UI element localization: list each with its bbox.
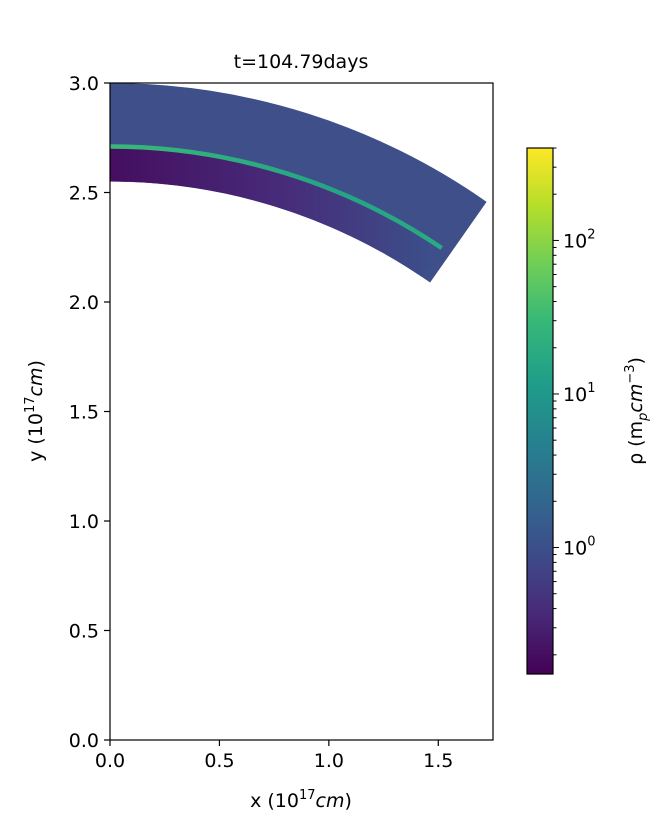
y-tick-label: 0.5 <box>69 621 99 643</box>
colorbar-label: ρ (mpcm−3) <box>623 357 651 465</box>
y-tick-label: 2.0 <box>69 292 99 314</box>
colorbar: 100 101 102 ρ (mpcm−3) <box>526 147 651 675</box>
y-tick-label: 1.0 <box>69 511 99 533</box>
x-axis-label: x (1017cm) <box>250 788 352 812</box>
colorbar-tick-label: 100 <box>563 535 595 560</box>
y-tick-label: 1.5 <box>69 402 99 424</box>
y-tick-label: 2.5 <box>69 183 99 205</box>
x-tick-label: 0.5 <box>204 750 234 772</box>
y-tick-label: 3.0 <box>69 73 99 95</box>
colorbar-tick-label: 101 <box>563 381 595 406</box>
dense-shock-front <box>110 144 443 250</box>
y-tick-label: 0.0 <box>69 730 99 752</box>
x-tick-label: 1.0 <box>314 750 344 772</box>
low-density-cavity-region <box>110 146 442 278</box>
plot-area <box>110 83 487 283</box>
colorbar-tick-label: 102 <box>563 227 595 252</box>
x-tick-label: 0.0 <box>95 750 125 772</box>
y-axis-label: y (1017cm) <box>23 360 47 462</box>
chart-title: t=104.79days <box>234 51 369 73</box>
x-tick-label: 1.5 <box>423 750 453 772</box>
y-axis: 0.0 0.5 1.0 1.5 2.0 2.5 3.0 <box>69 73 110 752</box>
colorbar-gradient <box>526 147 554 675</box>
colorbar-ticks: 100 101 102 <box>553 147 595 656</box>
x-axis: 0.0 0.5 1.0 1.5 <box>95 740 453 772</box>
